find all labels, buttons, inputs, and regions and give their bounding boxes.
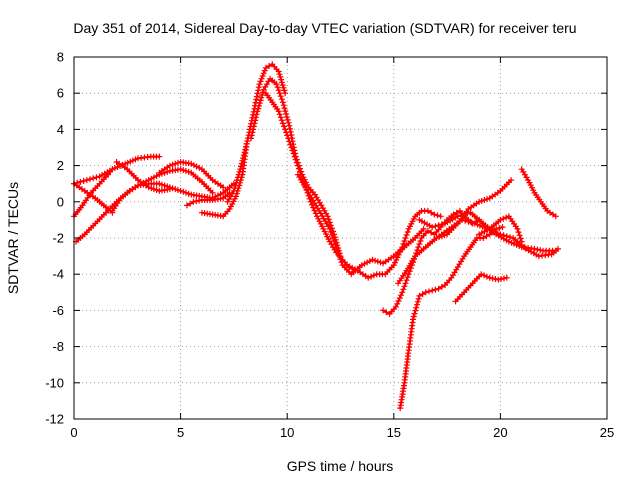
series-line: [296, 173, 425, 276]
series-markers: [156, 159, 227, 191]
series-s13: [294, 171, 427, 278]
y-tick-label: 6: [57, 86, 64, 101]
y-tick-label: -2: [52, 231, 64, 246]
series-s21: [476, 213, 525, 245]
x-tick-label: 25: [600, 425, 614, 440]
y-axis-label: SDTVAR / TECUs: [5, 182, 21, 294]
series-markers: [184, 189, 233, 209]
series-s6: [113, 159, 173, 194]
series-s14: [343, 207, 444, 281]
series-markers: [452, 271, 510, 305]
y-tick-label: 0: [57, 194, 64, 209]
series-s12: [262, 90, 359, 274]
series-s16: [397, 224, 506, 412]
series-line: [454, 273, 508, 303]
series-markers: [113, 159, 173, 194]
series-markers: [224, 61, 289, 205]
tick-labels: 0 5 10 15 20 25 -12 -10 -8 -6 -4 -2 0 2 4 6 8: [45, 50, 614, 441]
y-tick-label: 4: [57, 122, 64, 137]
y-tick-label: -6: [52, 303, 64, 318]
series-markers: [380, 207, 483, 317]
grid: [74, 57, 607, 419]
chart-title: Day 351 of 2014, Sidereal Day-to-day VTE…: [73, 20, 576, 36]
series-s10: [224, 61, 289, 205]
series-s22: [518, 166, 559, 220]
series-markers: [294, 171, 427, 278]
series-markers: [343, 207, 444, 281]
axis-ticks: [73, 56, 608, 420]
y-tick-label: 2: [57, 158, 64, 173]
y-tick-label: -10: [45, 375, 64, 390]
series-group: [71, 61, 561, 412]
x-axis-label: GPS time / hours: [287, 458, 394, 474]
plot-frame: [73, 56, 608, 420]
series-markers: [476, 213, 525, 245]
series-markers: [518, 166, 559, 220]
x-tick-label: 0: [70, 425, 77, 440]
series-s9: [198, 140, 250, 220]
x-tick-label: 20: [493, 425, 507, 440]
y-tick-label: -12: [45, 412, 64, 427]
series-s17: [452, 271, 510, 305]
x-tick-label: 5: [177, 425, 184, 440]
x-tick-label: 10: [280, 425, 294, 440]
x-tick-label: 15: [387, 425, 401, 440]
series-s7: [156, 159, 227, 191]
y-tick-label: -4: [52, 267, 64, 282]
series-s8: [184, 189, 233, 209]
y-tick-label: 8: [57, 50, 64, 65]
y-tick-label: -8: [52, 339, 64, 354]
series-markers: [262, 90, 359, 274]
series-markers: [397, 224, 506, 412]
